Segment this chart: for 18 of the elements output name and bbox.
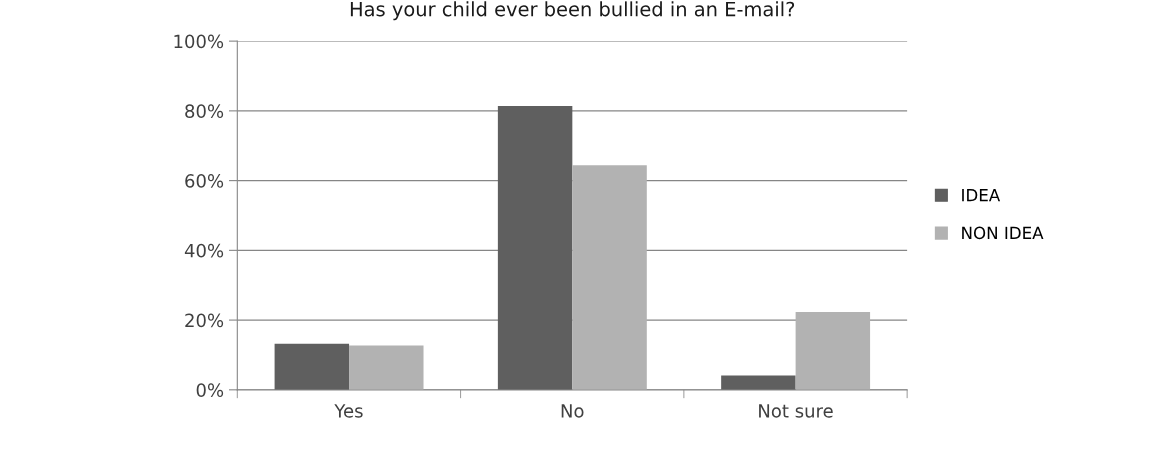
- y-tick-label: 40%: [184, 243, 224, 258]
- y-tick-label: 100%: [174, 34, 224, 49]
- bar: [274, 343, 350, 390]
- legend-label: NON IDEA: [962, 226, 1044, 240]
- bar: [572, 165, 647, 390]
- x-tick-label: Not sure: [759, 404, 833, 418]
- bar: [721, 375, 796, 390]
- bar: [795, 312, 871, 390]
- y-tick-label: 20%: [185, 313, 224, 328]
- chart-title: Has your child ever been bullied in an E-mail?: [350, 1, 795, 21]
- bar: [497, 105, 573, 390]
- x-tick-label: No: [561, 404, 584, 418]
- y-tick-label: 60%: [185, 174, 224, 188]
- bar: [349, 345, 424, 390]
- y-tick-label: 0%: [196, 383, 224, 397]
- x-tick-label: Yes: [334, 404, 363, 418]
- y-tick-label: 80%: [185, 104, 224, 118]
- legend-label: IDEA: [962, 189, 1001, 202]
